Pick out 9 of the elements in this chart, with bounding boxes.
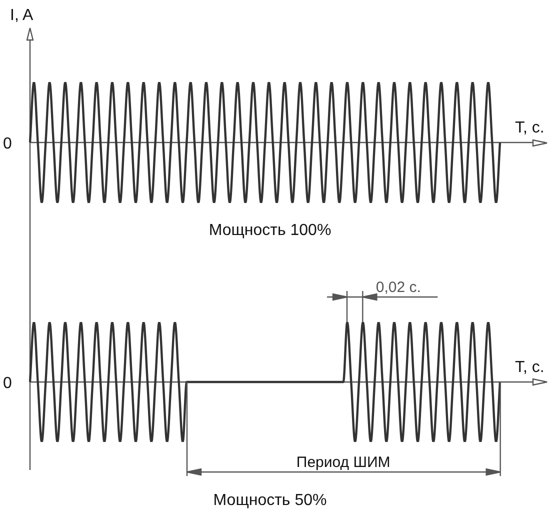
text: 0 xyxy=(3,136,12,152)
x-axis-title: T, с. xyxy=(515,359,544,376)
text: Период ШИМ xyxy=(296,454,390,471)
text: Мощность 100% xyxy=(208,222,332,239)
x-axis-title: T, с. xyxy=(515,120,544,136)
text: Мощность 50% xyxy=(213,492,327,509)
text: 0 xyxy=(3,375,12,392)
y-axis-title: I, A xyxy=(10,7,34,24)
text: 0,02 с. xyxy=(376,279,421,296)
